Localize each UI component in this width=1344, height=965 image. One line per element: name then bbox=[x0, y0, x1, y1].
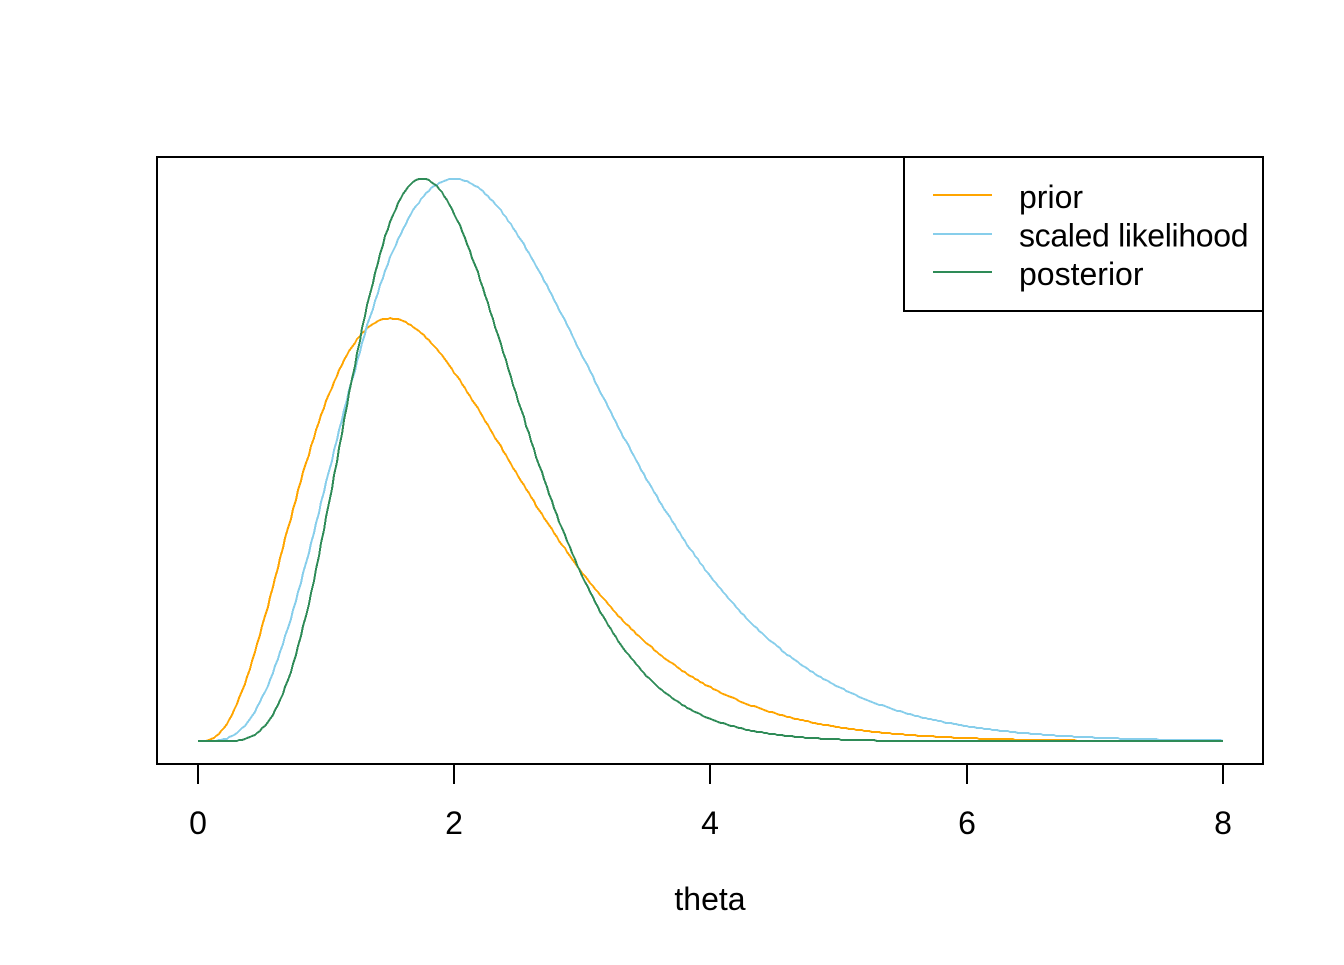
svg-text:8: 8 bbox=[1214, 805, 1232, 841]
svg-text:2: 2 bbox=[445, 805, 463, 841]
svg-text:0: 0 bbox=[189, 805, 207, 841]
svg-text:theta: theta bbox=[674, 881, 745, 917]
svg-text:prior: prior bbox=[1019, 179, 1083, 215]
svg-text:4: 4 bbox=[701, 805, 719, 841]
svg-text:6: 6 bbox=[958, 805, 976, 841]
svg-text:scaled likelihood: scaled likelihood bbox=[1019, 218, 1248, 254]
svg-text:posterior: posterior bbox=[1019, 256, 1144, 292]
